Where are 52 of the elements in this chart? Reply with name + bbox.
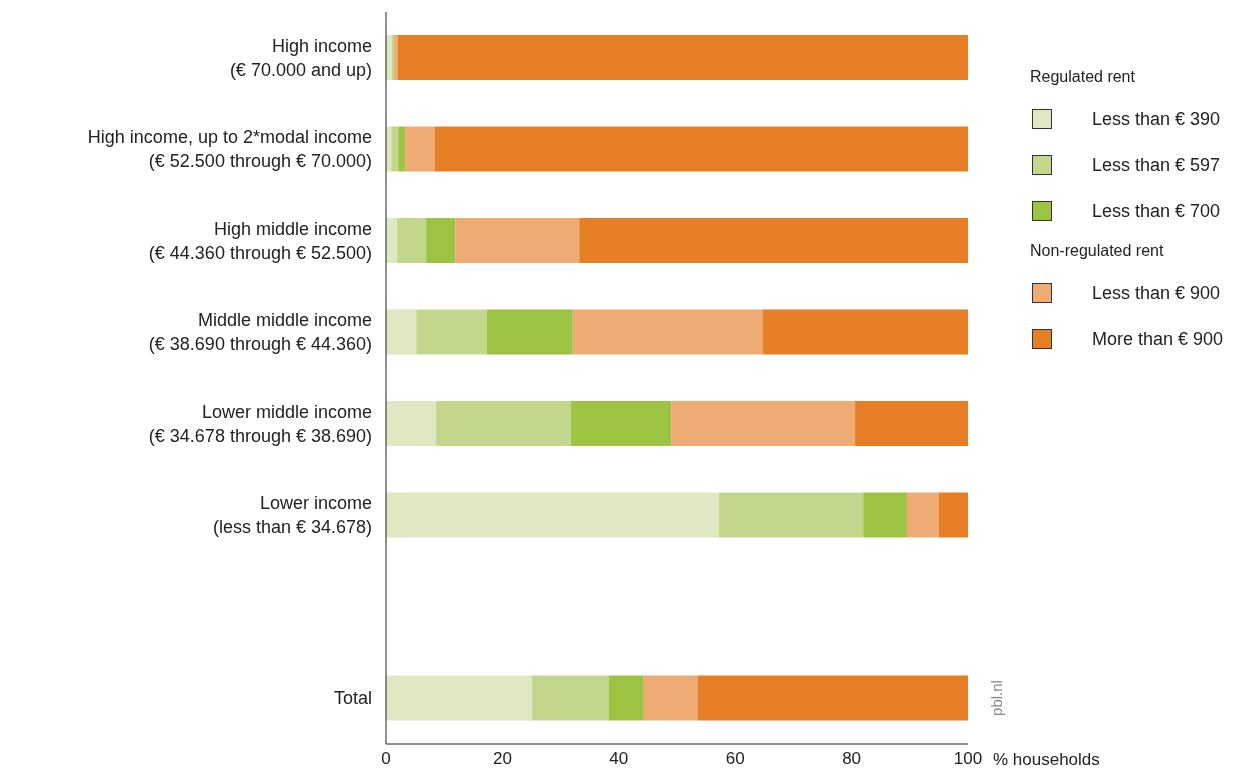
bar [608,675,644,721]
bar [855,401,968,446]
bar [397,35,968,80]
bar [579,218,968,263]
bar [571,401,672,446]
bar [762,309,968,355]
bar [671,401,856,446]
y-tick-label: Total [333,688,372,709]
bar [434,126,968,172]
bar [386,401,437,446]
text: Non-regulated rent [1030,242,1165,260]
bar [405,126,435,172]
x-tick-label: 80 [842,749,862,769]
legend-label: Less than € 700 [1092,200,1221,222]
bar [397,218,427,263]
y-tick-label: Middle middle income (€ 38.690 through € 44.360) [148,310,372,355]
bar [398,126,406,172]
text: Regulated rent [1030,68,1136,86]
x-tick-label: 100 [953,749,983,769]
x-tick-label: 60 [725,749,745,769]
bar [643,675,698,721]
text: pbl.nl [988,679,1006,718]
legend-label: Less than € 900 [1092,282,1221,304]
bar [436,401,572,446]
y-tick-label: High middle income (€ 44.360 through € 52.500) [148,218,372,263]
bar [486,309,573,355]
bar [391,126,399,172]
bar [697,675,968,721]
y-tick-label: Lower income (less than € 34.678) [212,493,372,538]
bar [455,218,580,263]
x-tick-label: 0 [381,749,391,769]
bar [532,675,609,721]
bar [572,309,763,355]
x-tick-label: 40 [609,749,629,769]
bar [906,492,939,538]
bar [386,218,398,263]
x-tick-label: 20 [492,749,512,769]
bar [386,492,719,538]
y-tick-label: High income, up to 2*modal income (€ 52.500 through € 70.000) [87,127,372,172]
y-tick-label: High income (€ 70.000 and up) [229,35,372,80]
bar [426,218,456,263]
bar [386,675,533,721]
y-tick-label: Lower middle income (€ 34.678 through € 38.690) [148,401,372,446]
bar [386,309,417,355]
bar [718,492,864,538]
legend-label: Less than € 390 [1092,108,1221,130]
x-axis-title: % households [993,750,1100,770]
bar [938,492,968,538]
legend-label: Less than € 597 [1092,154,1221,176]
bar [863,492,907,538]
bar [416,309,487,355]
legend-label: More than € 900 [1092,328,1224,350]
